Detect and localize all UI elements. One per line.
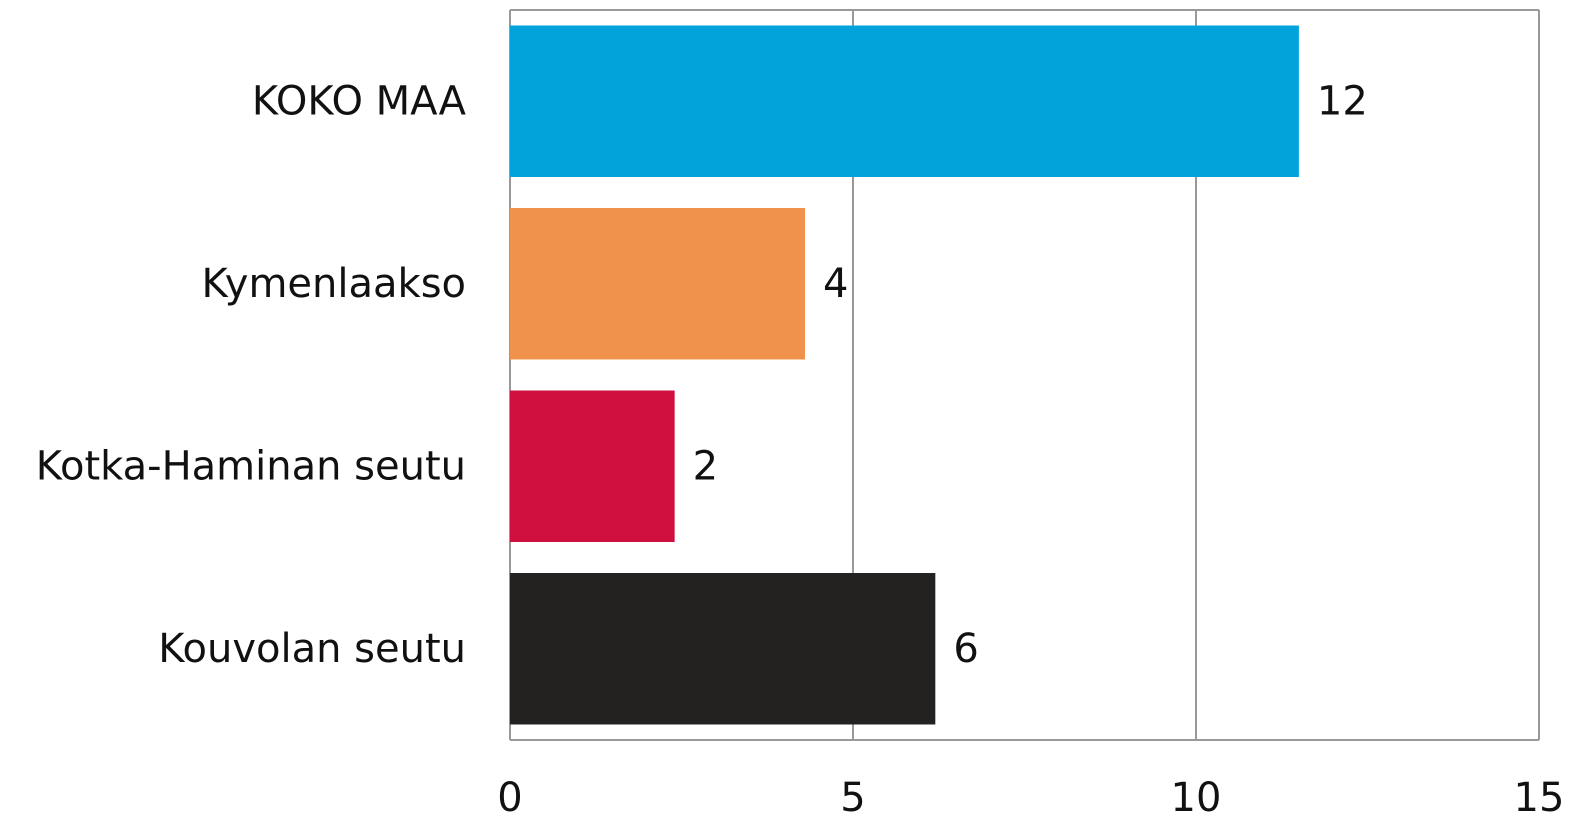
data-label: 12 bbox=[1317, 78, 1368, 124]
bar bbox=[510, 390, 675, 542]
bar bbox=[510, 208, 805, 360]
x-tick-label: 15 bbox=[1514, 775, 1565, 821]
bar bbox=[510, 573, 936, 725]
data-label: 6 bbox=[953, 626, 978, 672]
y-tick-label: KOKO MAA bbox=[252, 78, 467, 124]
data-label: 4 bbox=[823, 261, 848, 307]
y-tick-label: Kouvolan seutu bbox=[158, 626, 466, 672]
x-tick-label: 5 bbox=[840, 775, 865, 821]
x-tick-label: 10 bbox=[1171, 775, 1222, 821]
y-tick-label: Kymenlaakso bbox=[201, 261, 466, 307]
data-label: 2 bbox=[693, 443, 718, 489]
bar bbox=[510, 25, 1299, 177]
x-tick-label: 0 bbox=[497, 775, 522, 821]
y-tick-label: Kotka-Haminan seutu bbox=[36, 443, 466, 489]
